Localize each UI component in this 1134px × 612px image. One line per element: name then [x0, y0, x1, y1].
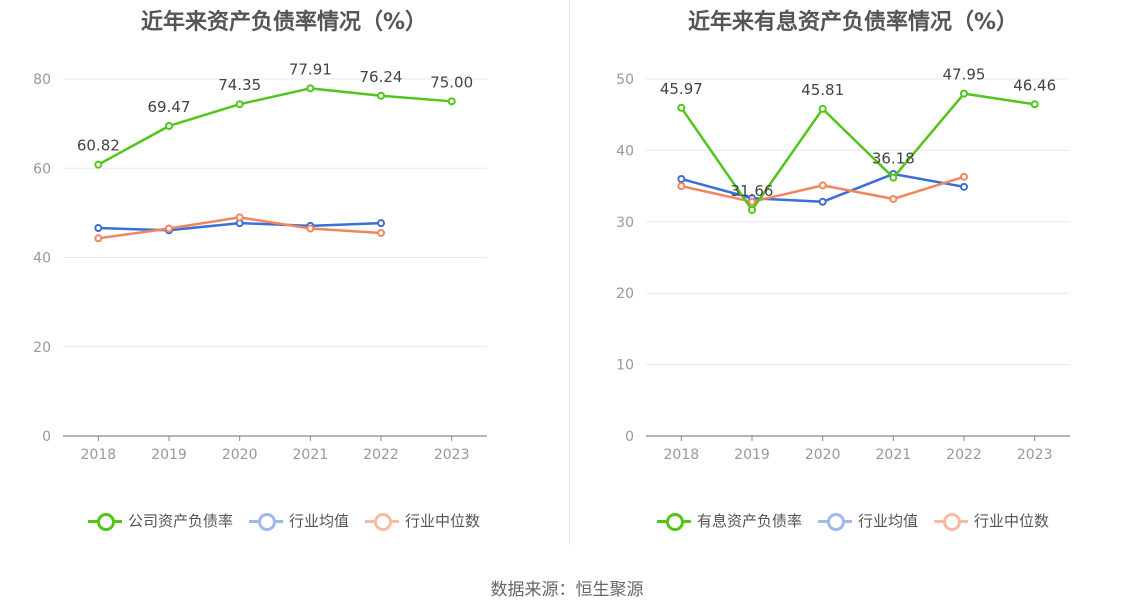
- y-tick-label: 20: [616, 286, 634, 302]
- data-point: [748, 197, 756, 206]
- data-point: [889, 173, 898, 182]
- legend-label: 行业均值: [288, 512, 349, 530]
- y-tick-label: 20: [33, 340, 51, 356]
- data-point: [165, 121, 173, 130]
- legend-item-avg[interactable]: 行业均值: [817, 510, 918, 531]
- data-point: [889, 194, 898, 203]
- legend-label: 行业均值: [857, 512, 918, 530]
- data-label: 47.95: [943, 66, 986, 84]
- x-tick-label: 2019: [734, 447, 770, 463]
- chart-panel-debt-ratio: 近年来资产负债率情况（%） 0 20 40 60 80 2018 2019 2020 2021 2…: [0, 0, 568, 560]
- x-tick-label: 2018: [664, 447, 700, 463]
- x-tick-label: 2022: [946, 447, 982, 463]
- chart-title: 近年来有息资产负债率情况（%）: [687, 10, 1019, 35]
- legend-item-median[interactable]: 行业中位数: [365, 510, 480, 531]
- data-point: [94, 224, 103, 233]
- data-label: 45.97: [660, 80, 703, 98]
- data-point: [235, 100, 244, 109]
- legend-marker-icon: [248, 512, 283, 531]
- y-tick-label: 0: [625, 429, 634, 445]
- series-line: [97, 87, 452, 166]
- data-label: 36.18: [872, 150, 915, 168]
- data-point: [818, 181, 827, 190]
- legend-marker-icon: [817, 512, 852, 531]
- x-tick-label: 2019: [151, 447, 187, 463]
- data-point: [306, 224, 315, 233]
- data-point: [960, 182, 968, 191]
- data-point: [377, 228, 385, 237]
- legend-item-avg[interactable]: 行业均值: [248, 510, 349, 531]
- legend: 公司资产负债率 行业均值 行业中位数: [0, 510, 568, 531]
- x-tick-label: 2022: [363, 447, 399, 463]
- data-point: [94, 160, 103, 169]
- y-tick-label: 30: [616, 215, 634, 231]
- y-tick-label: 60: [33, 161, 51, 177]
- data-label: 76.24: [360, 68, 403, 86]
- legend-label: 公司资产负债率: [127, 512, 233, 530]
- data-label: 69.47: [148, 98, 191, 116]
- data-label: 46.46: [1013, 76, 1056, 94]
- legend-marker-icon: [934, 512, 968, 531]
- legend-marker-icon: [365, 512, 399, 531]
- x-tick-label: 2018: [81, 447, 117, 463]
- data-label: 60.82: [77, 137, 120, 155]
- panel-divider: [569, 0, 570, 545]
- y-tick-label: 80: [33, 72, 51, 88]
- x-tick-label: 2021: [876, 447, 912, 463]
- data-point: [94, 234, 103, 243]
- y-tick-label: 50: [616, 72, 634, 88]
- x-tick-label: 2021: [293, 447, 329, 463]
- data-point: [960, 172, 968, 181]
- data-point: [677, 174, 686, 183]
- series-line: [680, 92, 1035, 212]
- legend-item-interest-debt[interactable]: 有息资产负债率: [656, 510, 802, 531]
- legend-item-company[interactable]: 公司资产负债率: [87, 510, 233, 531]
- legend-label: 有息资产负债率: [696, 512, 802, 530]
- debt-ratio-chart: 0 20 40 60 80 2018 2019 2020 2021 2022 2023 60.82 69…: [33, 60, 487, 463]
- interest-debt-ratio-chart: 0 10 20 30 40 50 2018 2019 2020 2021 2022 2023 45.97…: [616, 66, 1070, 463]
- data-point: [818, 197, 827, 206]
- x-tick-label: 2023: [434, 447, 470, 463]
- legend-marker-icon: [87, 512, 122, 531]
- chart-panel-interest-debt-ratio: 近年来有息资产负债率情况（%） 0 10 20 30 40 50 2018 2019 2020 2…: [572, 0, 1134, 560]
- legend-marker-icon: [656, 512, 691, 531]
- data-point: [235, 213, 244, 222]
- data-label: 31.66: [731, 182, 774, 200]
- data-label: 75.00: [430, 73, 473, 91]
- data-source: 数据来源：恒生聚源: [490, 580, 644, 600]
- y-tick-label: 10: [616, 358, 634, 374]
- y-tick-label: 40: [616, 143, 634, 159]
- data-point: [677, 103, 686, 112]
- data-point: [377, 91, 385, 100]
- x-tick-label: 2023: [1017, 447, 1053, 463]
- legend-label: 行业中位数: [974, 512, 1050, 530]
- data-point: [960, 89, 968, 98]
- data-point: [748, 205, 756, 214]
- data-point: [447, 97, 456, 106]
- data-label: 74.35: [218, 76, 261, 94]
- y-tick-label: 0: [42, 429, 51, 445]
- chart-title: 近年来资产负债率情况（%）: [140, 10, 428, 35]
- x-tick-label: 2020: [805, 447, 841, 463]
- data-label: 77.91: [289, 60, 332, 78]
- data-point: [677, 182, 686, 191]
- data-point: [1030, 100, 1039, 109]
- x-tick-label: 2020: [222, 447, 258, 463]
- data-point: [306, 84, 315, 93]
- legend: 有息资产负债率 行业均值 行业中位数: [572, 510, 1134, 531]
- legend-label: 行业中位数: [405, 512, 481, 530]
- data-point: [165, 224, 173, 233]
- y-tick-label: 40: [33, 251, 51, 267]
- data-label: 45.81: [801, 81, 844, 99]
- legend-item-median[interactable]: 行业中位数: [934, 510, 1049, 531]
- data-point: [377, 219, 385, 228]
- data-point: [818, 104, 827, 113]
